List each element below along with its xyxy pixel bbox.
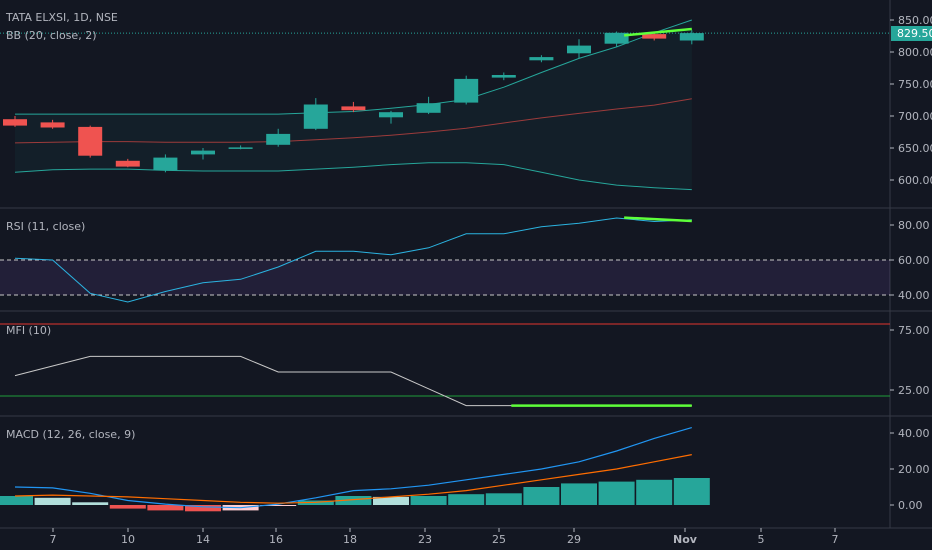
x-tick-label: 25: [492, 533, 506, 546]
y-tick-label: 75.00: [898, 324, 930, 337]
pane-label-price: BB (20, close, 2): [6, 29, 97, 42]
macd-histogram-bar: [147, 505, 184, 511]
macd-histogram-bar: [485, 493, 522, 505]
x-tick-label: 10: [121, 533, 135, 546]
bb-middle-line: [14, 98, 692, 144]
y-tick-label: 700.00: [898, 110, 932, 123]
x-tick-label: 18: [343, 533, 357, 546]
pane-label-mfi: MFI (10): [6, 324, 51, 337]
candle-body: [228, 147, 253, 149]
candle-body: [416, 103, 441, 113]
x-tick-label: 14: [196, 533, 210, 546]
macd-histogram-bar: [598, 481, 635, 505]
candle-body: [341, 106, 366, 111]
macd-histogram-bar: [410, 496, 447, 505]
candle-body: [529, 57, 554, 61]
x-tick-label: 5: [758, 533, 765, 546]
rsi-band: [0, 259, 890, 397]
axes: 850.00800.00750.00700.00650.00600.0080.0…: [50, 14, 932, 546]
y-tick-label: 800.00: [898, 46, 932, 59]
macd-histogram-bar: [72, 502, 109, 505]
candle-body: [642, 34, 667, 39]
candle-body: [78, 126, 103, 156]
macd-histogram-bar: [34, 497, 71, 505]
bb-lower-line: [14, 162, 692, 191]
macd-histogram-bar: [185, 505, 221, 512]
rsi-trendline: [624, 216, 692, 223]
y-tick-label: 600.00: [898, 174, 932, 187]
y-tick-label: 40.00: [898, 427, 930, 440]
x-tick-label: 29: [567, 533, 581, 546]
y-tick-label: 20.00: [898, 463, 930, 476]
x-tick-label: 7: [832, 533, 839, 546]
macd-line: [14, 427, 692, 509]
rsi-band-fill: [0, 260, 890, 295]
pane-label-rsi: RSI (11, close): [6, 220, 85, 233]
macd-histogram-bar: [636, 479, 673, 505]
macd-histogram-bar: [673, 478, 710, 505]
y-tick-label: 0.00: [898, 499, 923, 512]
y-tick-label: 750.00: [898, 78, 932, 91]
macd-histogram-bar: [0, 496, 33, 505]
candle-body: [3, 119, 27, 126]
macd-histogram-bar: [109, 505, 146, 509]
macd-histogram-bar: [373, 496, 409, 505]
candle-body: [303, 104, 328, 129]
macd-histogram-bar: [260, 505, 297, 506]
y-tick-label: 850.00: [898, 14, 932, 27]
x-tick-label: 7: [50, 533, 57, 546]
candle-body: [266, 133, 291, 145]
rsi-line: [14, 217, 692, 303]
macd-histogram-bar: [448, 494, 485, 505]
candle-body: [40, 122, 65, 128]
candles: [3, 30, 704, 173]
candle-body: [679, 33, 704, 41]
grid: [0, 0, 932, 529]
last-price-value: 829.50: [897, 27, 932, 40]
macd-histogram-bar: [523, 487, 560, 505]
last-price-tag: 829.50: [891, 26, 932, 41]
candle-body: [191, 150, 215, 155]
y-tick-label: 60.00: [898, 254, 930, 267]
candle-body: [454, 78, 479, 103]
price-trendline: [624, 27, 692, 37]
macd-histogram-bar: [561, 483, 597, 505]
candle-body: [491, 75, 516, 78]
mfi-line: [14, 355, 692, 407]
candle-body: [567, 45, 591, 54]
trendlines: [511, 27, 692, 407]
candle-body: [379, 112, 403, 118]
x-tick-label: 16: [269, 533, 283, 546]
y-tick-label: 80.00: [898, 219, 930, 232]
y-tick-label: 25.00: [898, 384, 930, 397]
bb-fill: [15, 20, 692, 190]
pane-label-macd: MACD (12, 26, close, 9): [6, 428, 135, 441]
macd-signal-line: [14, 454, 692, 504]
x-tick-label: Nov: [673, 533, 698, 546]
y-tick-label: 40.00: [898, 289, 930, 302]
candle-body: [604, 32, 629, 44]
y-tick-label: 650.00: [898, 142, 932, 155]
candle-body: [153, 157, 178, 171]
x-tick-label: 23: [418, 533, 432, 546]
macd-histogram-bar: [335, 496, 372, 505]
candle-body: [115, 160, 140, 167]
series-layer: [0, 19, 890, 512]
chart-title: TATA ELXSI, 1D, NSE: [5, 11, 118, 24]
